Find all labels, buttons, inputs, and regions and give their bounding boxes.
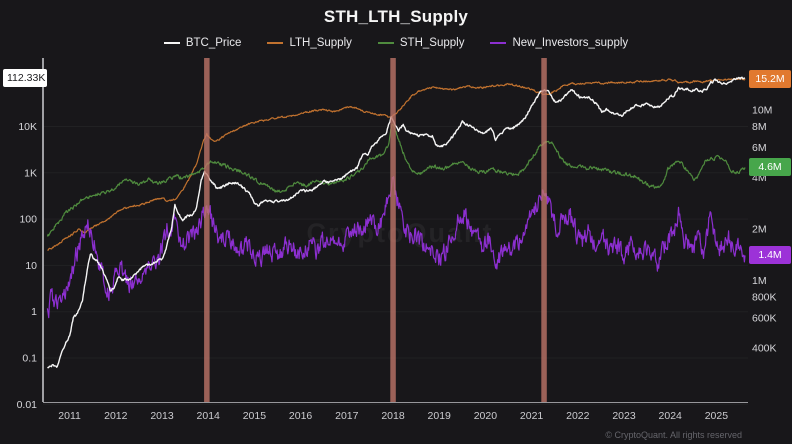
left-axis-tick-label: 0.01 <box>17 399 38 411</box>
lth-supply-line <box>47 77 746 251</box>
right-axis-tick-label: 10M <box>752 104 772 116</box>
sth-supply-current-value-badge: 4.6M <box>749 158 791 177</box>
event-marker-band <box>204 58 210 402</box>
legend-label: New_Investors_supply <box>512 37 629 49</box>
x-axis-tick-label: 2013 <box>150 410 174 422</box>
left-axis-tick-label: 1 <box>31 306 37 318</box>
left-axis-tick-label: 10K <box>18 121 37 133</box>
legend-item-sth-supply[interactable]: STH_Supply <box>377 37 465 49</box>
right-axis-tick-label: 800K <box>752 291 777 303</box>
x-axis-tick-label: 2019 <box>428 410 452 422</box>
x-axis-tick-label: 2011 <box>58 410 81 422</box>
lth-supply-line-swatch-icon <box>267 42 284 44</box>
x-axis-tick-label: 2014 <box>197 410 221 422</box>
btc-price-line-swatch-icon <box>163 42 180 44</box>
x-axis-tick-label: 2021 <box>520 410 544 422</box>
right-axis-tick-label: 6M <box>752 142 767 154</box>
x-axis-tick-label: 2015 <box>243 410 267 422</box>
new-investors-supply-line <box>46 176 746 319</box>
x-axis-tick-label: 2022 <box>566 410 590 422</box>
event-marker-band <box>541 58 547 402</box>
chart-legend: BTC_Price LTH_Supply STH_Supply New_Inve… <box>0 37 792 49</box>
left-axis-tick-label: 0.1 <box>22 353 37 365</box>
page-title: STH_LTH_Supply <box>323 7 469 26</box>
right-axis-tick-label: 2M <box>752 224 767 236</box>
copyright-notice: © CryptoQuant. All rights reserved <box>605 430 742 440</box>
left-axis-current-value-badge: 112.33K <box>3 68 47 87</box>
event-marker-band <box>390 58 396 402</box>
x-axis-tick-label: 2017 <box>335 410 359 422</box>
left-axis-tick-label: 1K <box>24 167 37 179</box>
right-axis-tick-label: 400K <box>752 343 777 355</box>
x-axis-tick-label: 2018 <box>381 410 405 422</box>
x-axis-tick-label: 2023 <box>612 410 636 422</box>
right-axis-tick-label: 8M <box>752 121 767 133</box>
legend-label: BTC_Price <box>185 37 242 49</box>
sth-supply-line-swatch-icon <box>377 42 394 44</box>
legend-label: STH_Supply <box>399 37 465 49</box>
left-axis-tick-label: 10 <box>25 260 37 272</box>
x-axis-tick-label: 2016 <box>289 410 313 422</box>
right-axis-tick-label: 600K <box>752 313 777 325</box>
x-axis-tick-label: 2020 <box>474 410 498 422</box>
sth-supply-line <box>46 123 746 237</box>
watermark: CryptoQuant <box>307 218 494 248</box>
legend-item-btc-price[interactable]: BTC_Price <box>163 37 242 49</box>
lth-supply-current-value-badge: 15.2M <box>749 69 791 88</box>
right-axis-tick-label: 1M <box>752 275 767 287</box>
new-investors-supply-line-swatch-icon <box>490 42 507 44</box>
x-axis-tick-label: 2025 <box>705 410 729 422</box>
x-axis-tick-label: 2012 <box>104 410 128 422</box>
x-axis-tick-label: 2024 <box>659 410 683 422</box>
legend-label: LTH_Supply <box>289 37 352 49</box>
legend-item-new-investors-supply[interactable]: New_Investors_supply <box>490 37 628 49</box>
left-axis-tick-label: 100 <box>19 214 37 226</box>
legend-item-lth-supply[interactable]: LTH_Supply <box>267 37 352 49</box>
new-investors-supply-current-value-badge: 1.4M <box>749 246 791 265</box>
